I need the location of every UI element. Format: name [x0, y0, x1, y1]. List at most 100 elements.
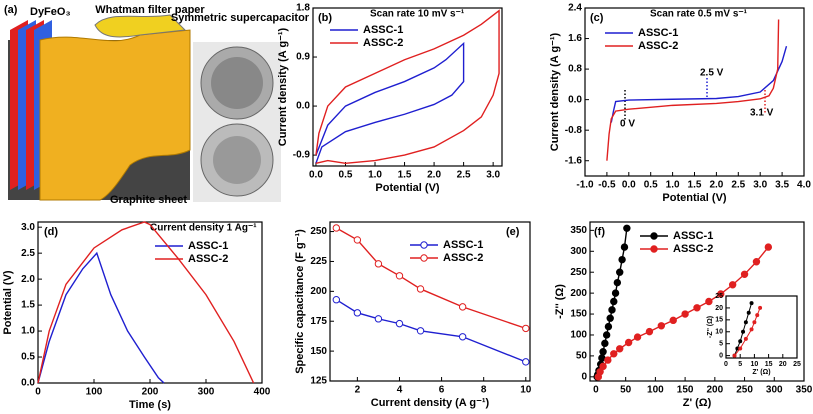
legend-label: ASSC-1	[363, 24, 403, 36]
data-point	[743, 320, 748, 325]
data-point	[645, 327, 654, 336]
x-tick-label: 200	[142, 387, 159, 398]
legend-label: ASSC-2	[443, 252, 483, 264]
y-axis-label: Specific capacitance (F g⁻¹)	[294, 229, 306, 374]
data-point	[395, 272, 404, 280]
legend-marker	[420, 241, 428, 249]
data-point	[610, 350, 618, 358]
data-point	[596, 368, 604, 376]
y-tick-label: 1.8	[296, 3, 310, 14]
data-point	[623, 224, 631, 232]
y-tick-label: 0.0	[568, 94, 582, 105]
y-axis-label: Current density (A g⁻¹)	[277, 27, 289, 146]
x-tick-label: 0	[724, 361, 728, 368]
y-tick-label: -1.6	[565, 155, 583, 166]
legend-label: ASSC-2	[638, 40, 678, 52]
x-axis-label: Current density (A g⁻¹)	[371, 397, 490, 409]
data-point	[633, 333, 642, 341]
y-tick-label: 1.6	[568, 33, 582, 44]
label: Symmetric supercapacitor	[171, 12, 310, 24]
y-tick-label: 200	[310, 286, 327, 297]
x-tick-label: 0.0	[622, 180, 636, 191]
data-point	[749, 301, 754, 306]
y-tick-label: -0.8	[565, 125, 583, 136]
data-point	[610, 297, 618, 306]
panel-label: (d)	[44, 226, 58, 238]
y-tick-label: 150	[310, 346, 327, 357]
y-tick-label: 175	[310, 316, 327, 327]
x-tick-label: 0.5	[339, 170, 353, 181]
label: DyFeO₃	[30, 6, 71, 18]
y-tick-label: 125	[310, 376, 327, 387]
data-point	[604, 356, 612, 364]
y-tick-label: 5	[719, 341, 723, 348]
x-tick-label: 200	[706, 385, 723, 396]
data-point	[606, 314, 614, 322]
y-tick-label: 100	[570, 330, 587, 341]
data-line	[315, 9, 500, 164]
data-line	[315, 41, 465, 164]
y-tick-label: 0.8	[568, 64, 582, 75]
y-tick-label: 250	[570, 267, 587, 278]
legend-marker	[420, 254, 428, 262]
x-tick-label: 5	[738, 361, 742, 368]
plot-frame	[329, 221, 531, 382]
data-point	[738, 346, 743, 351]
coin-cell	[211, 57, 263, 109]
data-line	[606, 19, 780, 161]
legend-label: ASSC-1	[638, 27, 678, 39]
data-point	[669, 316, 677, 325]
legend-label: ASSC-1	[443, 239, 483, 251]
y-tick-label: 1.5	[21, 300, 35, 311]
annotation: 2.5 V	[700, 68, 724, 79]
x-tick-label: 300	[198, 387, 215, 398]
legend-marker	[650, 232, 658, 240]
data-point	[611, 289, 620, 297]
x-tick-label: 2.5	[457, 170, 471, 181]
y-tick-label: -0.9	[293, 150, 311, 161]
data-point	[602, 331, 611, 339]
panel-label: (c)	[590, 12, 604, 24]
data-point	[598, 354, 606, 362]
data-point	[618, 255, 626, 264]
data-point	[604, 322, 613, 331]
x-tick-label: 300	[766, 385, 783, 396]
y-tick-label: 20	[715, 305, 723, 312]
data-point	[717, 290, 725, 298]
x-tick-label: 25	[793, 361, 801, 368]
data-point	[732, 353, 737, 358]
data-point	[728, 281, 737, 289]
data-point	[522, 324, 530, 333]
x-tick-label: 250	[736, 385, 753, 396]
legend-marker	[650, 245, 658, 253]
annotation: 3.1 V	[750, 108, 774, 119]
chart-title: Scan rate 10 mV s⁻¹	[370, 9, 465, 20]
data-point	[624, 338, 633, 347]
x-tick-label: 10	[520, 385, 532, 396]
x-tick-label: -1.0	[576, 180, 594, 191]
data-point	[616, 268, 624, 276]
x-tick-label: -0.5	[598, 180, 616, 191]
data-point	[608, 306, 616, 314]
data-point	[416, 285, 425, 293]
data-point	[353, 236, 362, 244]
plot-frame	[312, 7, 503, 167]
y-tick-label: 250	[310, 226, 327, 237]
y-axis-label: -Z'' (Ω)	[554, 284, 566, 319]
x-tick-label: 4	[397, 385, 403, 396]
x-tick-label: 400	[254, 387, 271, 398]
x-tick-label: 0	[35, 387, 41, 398]
y-tick-label: 0.9	[296, 52, 310, 63]
y-tick-label: 2.0	[21, 274, 35, 285]
legend-label: ASSC-2	[363, 37, 403, 49]
data-line	[335, 227, 527, 330]
data-point	[752, 320, 757, 325]
data-point	[755, 313, 760, 318]
y-tick-label: 0	[581, 371, 587, 382]
plot-frame	[725, 295, 798, 359]
data-point	[601, 339, 609, 348]
data-point	[693, 304, 701, 312]
y-tick-label: 50	[576, 351, 588, 362]
data-point	[749, 327, 754, 332]
x-axis-label: Z' (Ω)	[752, 369, 770, 376]
